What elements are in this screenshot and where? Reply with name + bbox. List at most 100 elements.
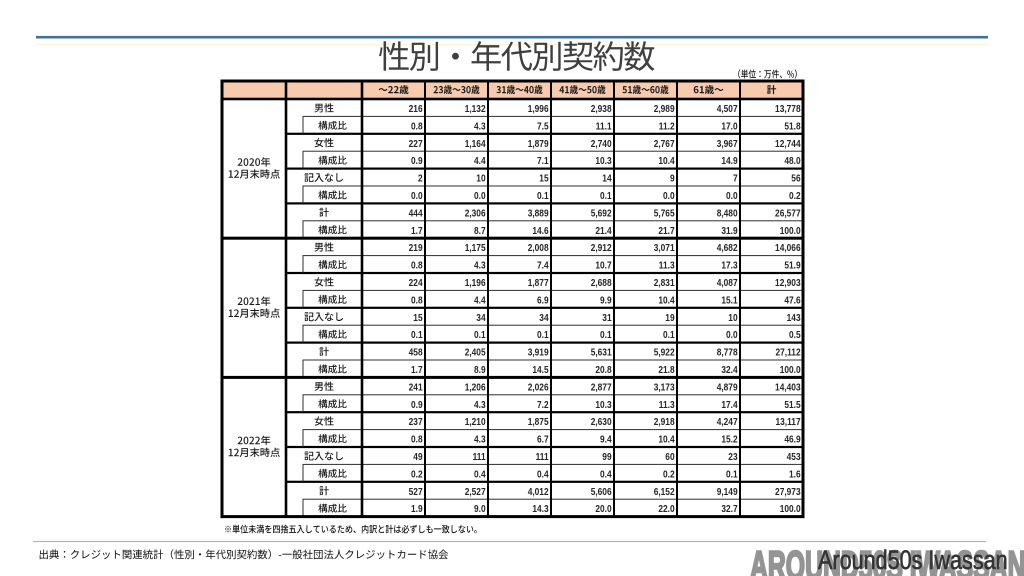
svg-text:4,879: 4,879	[717, 382, 738, 393]
svg-text:51.8: 51.8	[784, 121, 800, 132]
svg-text:10.3: 10.3	[595, 399, 611, 410]
svg-text:10: 10	[476, 173, 485, 184]
svg-text:0.2: 0.2	[663, 469, 675, 480]
svg-text:17.3: 17.3	[721, 260, 737, 271]
svg-text:99: 99	[602, 451, 611, 462]
svg-text:2,026: 2,026	[528, 382, 549, 393]
svg-text:1,164: 1,164	[465, 138, 487, 149]
svg-text:100.0: 100.0	[780, 503, 801, 514]
svg-text:4,682: 4,682	[717, 242, 738, 253]
svg-text:1,206: 1,206	[465, 382, 486, 393]
svg-text:21.7: 21.7	[658, 225, 674, 236]
svg-text:1,196: 1,196	[465, 277, 486, 288]
svg-text:21.8: 21.8	[658, 364, 674, 375]
svg-text:0.0: 0.0	[726, 329, 738, 340]
svg-text:5,631: 5,631	[591, 347, 612, 358]
svg-text:31: 31	[602, 312, 611, 323]
svg-text:224: 224	[409, 277, 424, 288]
svg-text:23: 23	[728, 451, 737, 462]
svg-text:17.4: 17.4	[721, 399, 738, 410]
svg-text:19: 19	[665, 312, 674, 323]
svg-text:11.3: 11.3	[659, 260, 675, 271]
svg-text:47.6: 47.6	[784, 295, 800, 306]
svg-text:26,577: 26,577	[775, 208, 801, 219]
svg-text:31.9: 31.9	[721, 225, 737, 236]
svg-text:4,247: 4,247	[717, 416, 738, 427]
svg-text:2,008: 2,008	[528, 242, 549, 253]
svg-text:0.0: 0.0	[726, 190, 738, 201]
svg-text:0.8: 0.8	[411, 260, 423, 271]
svg-text:10.7: 10.7	[595, 260, 611, 271]
svg-text:1.7: 1.7	[411, 225, 423, 236]
svg-text:0.1: 0.1	[474, 329, 486, 340]
svg-text:241: 241	[409, 382, 423, 393]
svg-text:1,879: 1,879	[528, 138, 549, 149]
svg-text:0.1: 0.1	[663, 329, 675, 340]
svg-text:3,173: 3,173	[654, 382, 675, 393]
svg-text:14,066: 14,066	[775, 242, 801, 253]
svg-text:Around50s Iwassan: Around50s Iwassan	[818, 546, 1008, 576]
svg-text:458: 458	[409, 347, 423, 358]
svg-text:7.2: 7.2	[537, 399, 549, 410]
svg-text:8,778: 8,778	[717, 347, 738, 358]
svg-text:13,778: 13,778	[775, 103, 801, 114]
svg-text:9.9: 9.9	[600, 295, 612, 306]
svg-text:5,765: 5,765	[654, 208, 675, 219]
svg-text:7: 7	[733, 173, 738, 184]
svg-text:4,087: 4,087	[717, 277, 738, 288]
svg-text:3,967: 3,967	[717, 138, 738, 149]
svg-text:0.2: 0.2	[411, 469, 423, 480]
svg-text:4.3: 4.3	[474, 121, 486, 132]
svg-text:100.0: 100.0	[780, 225, 801, 236]
svg-text:0.1: 0.1	[411, 329, 423, 340]
svg-text:0.1: 0.1	[600, 190, 612, 201]
svg-text:5,606: 5,606	[591, 486, 612, 497]
svg-text:9.0: 9.0	[474, 503, 486, 514]
svg-text:0.9: 0.9	[411, 155, 423, 166]
svg-text:0.4: 0.4	[474, 469, 486, 480]
svg-text:12,744: 12,744	[775, 138, 801, 149]
svg-text:3,889: 3,889	[528, 208, 549, 219]
svg-text:0.4: 0.4	[537, 469, 549, 480]
svg-text:1,210: 1,210	[465, 416, 486, 427]
svg-text:2: 2	[418, 173, 423, 184]
svg-text:7.1: 7.1	[537, 155, 549, 166]
svg-text:8.7: 8.7	[474, 225, 486, 236]
svg-text:17.0: 17.0	[721, 121, 737, 132]
svg-text:1.7: 1.7	[411, 364, 423, 375]
svg-text:20.0: 20.0	[595, 503, 611, 514]
svg-text:32.4: 32.4	[721, 364, 738, 375]
svg-text:237: 237	[409, 416, 423, 427]
svg-text:143: 143	[787, 312, 801, 323]
svg-text:15.2: 15.2	[721, 434, 737, 445]
svg-text:8,480: 8,480	[717, 208, 738, 219]
svg-text:6,152: 6,152	[654, 486, 675, 497]
svg-text:0.1: 0.1	[537, 329, 549, 340]
svg-text:12,903: 12,903	[775, 277, 801, 288]
svg-text:0.1: 0.1	[537, 190, 549, 201]
svg-text:15: 15	[539, 173, 548, 184]
svg-text:10.3: 10.3	[595, 155, 611, 166]
svg-text:AROUND50S IWASSAN: AROUND50S IWASSAN	[750, 544, 1024, 576]
svg-text:10.4: 10.4	[658, 295, 675, 306]
svg-text:10.4: 10.4	[658, 155, 675, 166]
svg-text:21.4: 21.4	[595, 225, 612, 236]
svg-text:6.7: 6.7	[537, 434, 549, 445]
svg-text:14.6: 14.6	[532, 225, 548, 236]
svg-text:3,919: 3,919	[528, 347, 549, 358]
svg-text:8.9: 8.9	[474, 364, 486, 375]
svg-text:5,692: 5,692	[591, 208, 612, 219]
svg-text:0.8: 0.8	[411, 295, 423, 306]
svg-text:4,507: 4,507	[717, 103, 738, 114]
svg-text:1,175: 1,175	[465, 242, 486, 253]
svg-text:34: 34	[539, 312, 549, 323]
svg-text:11.3: 11.3	[659, 399, 675, 410]
svg-text:4.3: 4.3	[474, 399, 486, 410]
svg-text:6.9: 6.9	[537, 295, 549, 306]
svg-text:11.1: 11.1	[596, 121, 612, 132]
svg-text:27,973: 27,973	[775, 486, 801, 497]
svg-text:48.0: 48.0	[784, 155, 800, 166]
svg-text:2,938: 2,938	[591, 103, 612, 114]
svg-text:2,831: 2,831	[654, 277, 675, 288]
svg-text:111: 111	[473, 451, 486, 462]
